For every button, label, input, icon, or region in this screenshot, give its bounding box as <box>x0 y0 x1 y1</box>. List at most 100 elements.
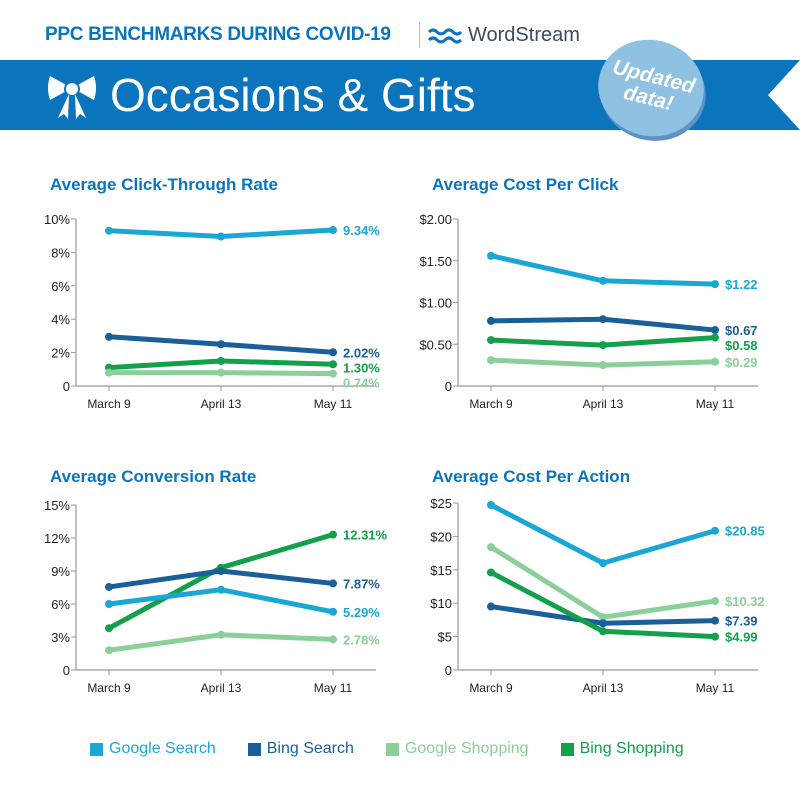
data-point <box>711 632 719 641</box>
y-tick-label: $2.00 <box>419 212 452 227</box>
wave-logo-icon <box>428 28 462 43</box>
y-tick-label: 0 <box>63 663 70 678</box>
y-tick-label: 0 <box>63 379 70 394</box>
data-point <box>105 600 113 608</box>
legend-label: Google Search <box>109 740 216 757</box>
legend-item-google-search: Google Search <box>90 740 216 758</box>
data-label: $20.85 <box>725 524 765 539</box>
legend-swatch <box>560 742 574 756</box>
data-label: 0.74% <box>343 375 380 390</box>
x-tick-label: April 13 <box>583 681 624 695</box>
data-label: $0.58 <box>725 338 758 353</box>
data-point <box>329 635 337 644</box>
data-point <box>329 226 337 235</box>
x-tick-label: March 9 <box>469 397 513 411</box>
brand-logo: WordStream <box>428 24 580 47</box>
y-tick-label: 4% <box>51 312 70 327</box>
data-label: 2.78% <box>343 632 380 647</box>
series-line-google-search <box>489 502 716 566</box>
data-point <box>487 316 495 325</box>
y-tick-label: 2% <box>51 346 70 361</box>
data-label: $1.22 <box>725 277 758 292</box>
data-label: $10.32 <box>725 594 765 609</box>
data-label: 5.29% <box>343 605 380 620</box>
y-tick-label: 3% <box>51 630 70 645</box>
data-point <box>487 543 495 552</box>
data-point <box>599 613 607 622</box>
data-point <box>487 251 495 260</box>
y-tick-label: $25 <box>430 496 452 511</box>
data-point <box>329 579 337 588</box>
data-point <box>329 530 337 539</box>
data-point <box>105 624 113 633</box>
data-point <box>487 602 495 611</box>
legend-swatch <box>247 742 261 756</box>
data-point <box>217 585 225 594</box>
data-point <box>711 526 719 535</box>
y-tick-label: $15 <box>430 563 452 578</box>
data-point <box>105 226 113 235</box>
chart-title-cpa: Average Cost Per Action <box>432 467 631 486</box>
data-point <box>599 627 607 636</box>
data-point <box>329 348 337 357</box>
supertitle: PPC BENCHMARKS DURING COVID-19 <box>45 24 391 45</box>
data-label: $4.99 <box>725 630 758 645</box>
data-point <box>487 501 495 510</box>
x-tick-label: April 13 <box>201 681 242 695</box>
y-tick-label: $10 <box>430 596 452 611</box>
data-point <box>711 326 719 335</box>
y-tick-label: $5 <box>438 630 452 645</box>
data-label: 7.87% <box>343 576 380 591</box>
x-tick-label: March 9 <box>469 681 513 695</box>
x-tick-label: May 11 <box>314 681 353 695</box>
x-tick-label: April 13 <box>201 397 242 411</box>
y-tick-label: 6% <box>51 597 70 612</box>
divider <box>419 22 420 48</box>
chart-title-conversion: Average Conversion Rate <box>50 467 257 486</box>
data-point <box>711 280 719 289</box>
y-tick-label: 15% <box>44 498 70 513</box>
legend-label: Google Shopping <box>404 740 529 757</box>
y-tick-label: 8% <box>51 245 70 260</box>
legend-item-google-shopping: Google Shopping <box>385 740 529 758</box>
data-point <box>105 646 113 655</box>
data-label: $7.39 <box>725 614 758 629</box>
x-tick-label: May 11 <box>696 397 735 411</box>
data-point <box>217 630 225 639</box>
data-point <box>487 568 495 577</box>
data-point <box>599 276 607 285</box>
data-point <box>217 567 225 575</box>
data-label: $0.29 <box>725 355 758 370</box>
x-tick-label: March 9 <box>87 681 131 695</box>
data-point <box>217 368 225 377</box>
data-label: 9.34% <box>343 223 380 238</box>
legend-label: Bing Shopping <box>579 740 684 757</box>
data-label: 1.30% <box>343 360 380 375</box>
y-tick-label: 12% <box>44 531 70 546</box>
data-point <box>711 616 719 625</box>
legend-label: Bing Search <box>266 740 354 757</box>
page-title: Occasions & Gifts <box>110 69 476 121</box>
bow-icon <box>48 76 96 119</box>
y-tick-label: 6% <box>51 279 70 294</box>
data-point <box>105 368 113 377</box>
data-point <box>711 333 719 342</box>
data-point <box>217 232 225 241</box>
legend-swatch <box>385 742 399 756</box>
data-point <box>711 357 719 366</box>
y-tick-label: 0 <box>445 663 452 678</box>
series-line-google-shopping <box>489 544 716 620</box>
data-point <box>599 341 607 350</box>
brand-name: WordStream <box>468 24 580 46</box>
data-point <box>329 369 337 378</box>
data-point <box>487 356 495 365</box>
data-point <box>711 597 719 606</box>
data-point <box>329 607 337 616</box>
legend-item-bing-search: Bing Search <box>247 740 354 758</box>
data-label: $0.67 <box>725 323 758 338</box>
y-tick-label: $1.00 <box>419 296 452 311</box>
data-point <box>329 360 337 369</box>
chart-title-ctr: Average Click-Through Rate <box>50 175 278 194</box>
